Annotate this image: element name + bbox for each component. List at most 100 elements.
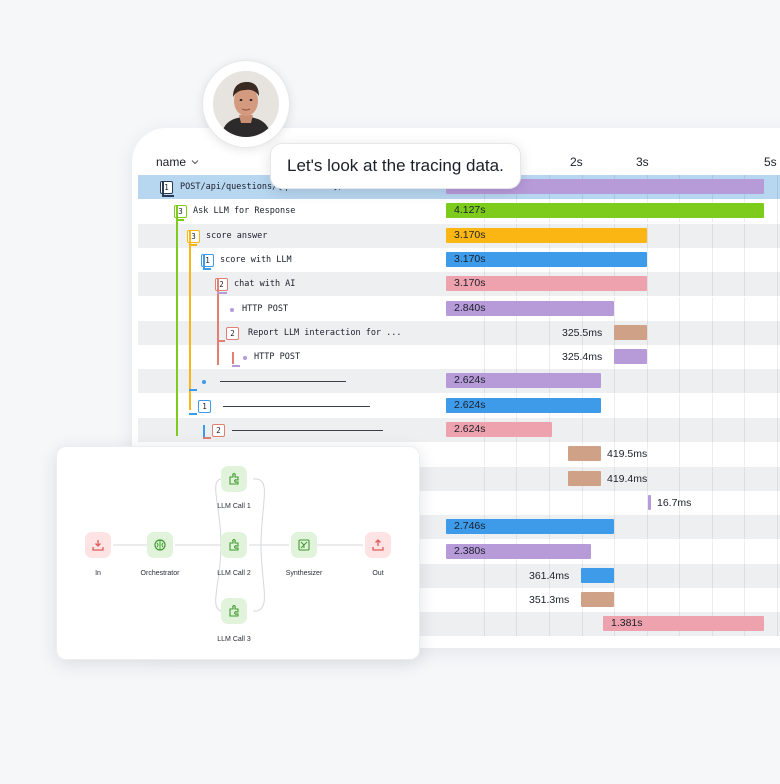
llm-call-2-node[interactable] [221, 532, 247, 558]
trace-row[interactable]: HTTP POST 2.840s [138, 296, 780, 321]
grid-line [679, 345, 680, 370]
duration-bar[interactable] [581, 567, 614, 583]
span-name: chat with AI [234, 279, 296, 290]
grid-line [549, 612, 550, 637]
tree-connector [176, 219, 184, 221]
duration-bar[interactable] [614, 324, 647, 340]
grid-line [647, 296, 648, 321]
name-column-header[interactable]: name [156, 155, 200, 169]
grid-line [712, 393, 713, 418]
trace-row[interactable]: 2 2.624s [138, 418, 780, 442]
span-name: HTTP POST [254, 352, 301, 363]
grid-line [549, 320, 550, 345]
duration-label: 16.7ms [657, 496, 692, 509]
duration-bar[interactable]: 2.746s [446, 519, 614, 535]
grid-line [614, 588, 615, 613]
llm-call-2-label: LLM Call 2 [217, 570, 251, 577]
grid-line [744, 223, 745, 248]
grid-line [679, 296, 680, 321]
duration-bar[interactable]: 2.624s [446, 373, 601, 389]
grid-line [647, 490, 648, 515]
span-name: HTTP POST [242, 303, 289, 314]
duration-bar[interactable] [568, 446, 601, 462]
trace-row[interactable]: 3 score answer 3.170s [138, 223, 780, 248]
grid-line [647, 393, 648, 418]
duration-bar[interactable]: 1.381s [603, 616, 764, 632]
grid-line [614, 563, 615, 588]
llm-call-3-node[interactable] [221, 598, 247, 624]
redacted-span-name [232, 430, 383, 431]
trace-row[interactable]: 351.3ms [138, 588, 780, 613]
grid-line [712, 272, 713, 297]
in-node[interactable] [85, 532, 111, 558]
in-node-label: In [95, 570, 101, 577]
grid-line [679, 466, 680, 491]
tick-3s: 3s [636, 155, 649, 169]
duration-bar[interactable] [614, 349, 647, 365]
synthesizer-node[interactable] [291, 532, 317, 558]
grid-line [712, 223, 713, 248]
duration-bar[interactable]: 3.170s [446, 251, 647, 267]
llm-call-1-node[interactable] [221, 466, 247, 492]
grid-line [679, 515, 680, 540]
out-node-label: Out [372, 570, 384, 577]
grid-line [777, 393, 778, 418]
trace-row[interactable]: 419.5ms [138, 442, 780, 467]
grid-line [712, 418, 713, 442]
duration-bar[interactable]: 2.624s [446, 397, 601, 413]
duration-bar[interactable] [648, 494, 651, 510]
duration-bar[interactable] [568, 470, 601, 486]
grid-line [647, 320, 648, 345]
trace-row[interactable]: 3 Ask LLM for Response 4.127s [138, 199, 780, 224]
tree-connector [203, 255, 205, 269]
grid-line [777, 296, 778, 321]
trace-row[interactable]: 16.7ms [138, 490, 780, 515]
grid-line [744, 539, 745, 564]
span-dot [202, 380, 206, 385]
grid-line [777, 612, 778, 637]
duration-bar[interactable]: 2.840s [446, 300, 614, 316]
grid-line [516, 442, 517, 467]
duration-bar[interactable] [581, 592, 614, 608]
grid-line [647, 223, 648, 248]
trace-row[interactable]: HTTP POST 325.4ms [138, 345, 780, 370]
redacted-span-name [220, 381, 346, 383]
trace-row[interactable]: 1 2.624s [138, 393, 780, 418]
grid-line [777, 563, 778, 588]
upload-tray-icon [372, 539, 384, 551]
tree-connector [189, 244, 197, 246]
grid-line [647, 247, 648, 272]
duration-bar[interactable]: 4.127s [446, 203, 764, 219]
duration-label: 3.170s [454, 277, 486, 290]
grid-line [777, 223, 778, 248]
span-count-badge: 1 [198, 399, 211, 413]
out-node[interactable] [365, 532, 391, 558]
trace-row[interactable]: 2.380s [138, 539, 780, 564]
grid-line [777, 345, 778, 370]
grid-line [614, 490, 615, 515]
trace-row[interactable]: 2.624s [138, 369, 780, 394]
span-count-badge: 2 [212, 424, 225, 437]
grid-line [614, 442, 615, 467]
duration-bar[interactable]: 3.170s [446, 276, 647, 292]
grid-line [484, 612, 485, 637]
grid-line [679, 418, 680, 442]
duration-bar[interactable]: 2.380s [446, 543, 591, 559]
duration-bar[interactable]: 3.170s [446, 227, 647, 243]
grid-line [712, 296, 713, 321]
orchestrator-node[interactable] [147, 532, 173, 558]
grid-line [777, 442, 778, 467]
trace-row[interactable]: 1 score with LLM 3.170s [138, 247, 780, 272]
grid-line [744, 296, 745, 321]
grid-line [777, 466, 778, 491]
grid-line [712, 539, 713, 564]
duration-label: 419.5ms [607, 448, 648, 461]
grid-line [777, 588, 778, 613]
duration-label: 361.4ms [529, 569, 570, 582]
grid-line [777, 199, 778, 224]
trace-row[interactable]: 2 Report LLM interaction for ... 325.5ms [138, 320, 780, 345]
span-name: Report LLM interaction for ... [248, 327, 402, 338]
duration-bar[interactable]: 2.624s [446, 422, 552, 437]
trace-row[interactable]: 2 chat with AI 3.170s [138, 272, 780, 297]
grid-line [744, 369, 745, 394]
